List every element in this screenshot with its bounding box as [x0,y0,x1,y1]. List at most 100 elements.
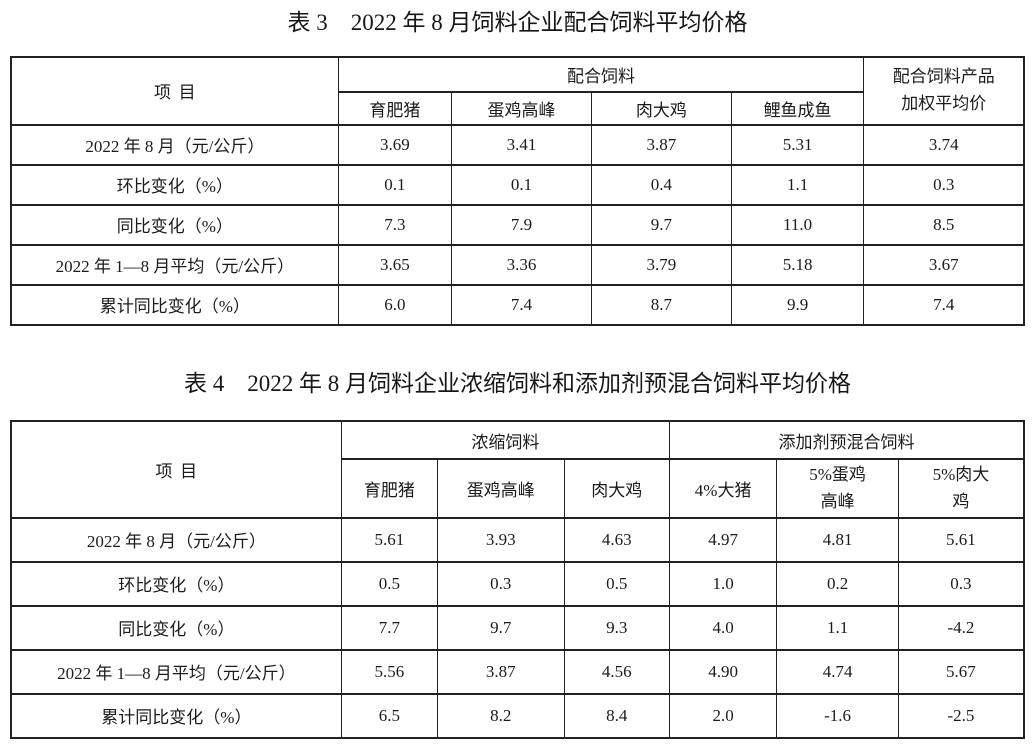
table3-cell: 7.4 [451,283,592,326]
table3-cell: 8.5 [863,203,1025,246]
table3-cell: 9.9 [730,283,865,326]
table4-cell: 4.63 [563,516,670,563]
table4-cell: -1.6 [776,692,899,739]
table4-cell: 0.5 [563,560,670,607]
header-line: 加权平均价 [901,93,987,113]
table4-row-label: 环比变化（%） [10,560,342,607]
table3-header-item: 项目 [10,55,339,126]
table4-cell: 4.74 [776,648,899,695]
table4-col-header-5pct-broiler: 5%肉大 鸡 [897,458,1025,519]
table3-cell: 3.79 [590,243,732,286]
table3-cell: 5.18 [730,243,865,286]
table3-cell: 11.0 [730,203,865,246]
table4-cell: 8.4 [563,692,670,739]
table3-cell: 6.0 [337,283,453,326]
table-row: 同比变化（%） 7.3 7.9 9.7 11.0 8.5 [10,203,1025,246]
table4-row-label: 2022 年 8 月（元/公斤） [10,516,342,563]
table-row: 2022 年 8 月（元/公斤） 3.69 3.41 3.87 5.31 3.7… [10,123,1025,166]
table-row: 同比变化（%） 7.7 9.7 9.3 4.0 1.1 -4.2 [10,604,1025,651]
table4-col-header-4pct-pig: 4%大猪 [668,458,778,519]
table3-cell: 0.1 [451,163,592,206]
table4-header-group-additive-premix: 添加剂预混合饲料 [668,420,1025,461]
table3-col-header-laying-hen-peak: 蛋鸡高峰 [451,90,592,126]
table3-cell: 3.69 [337,123,453,166]
table3-col-header-broiler: 肉大鸡 [590,90,732,126]
table3-cell: 3.36 [451,243,592,286]
table3-row-label: 2022 年 8 月（元/公斤） [10,123,339,166]
table-row: 2022 年 1—8 月平均（元/公斤） 3.65 3.36 3.79 5.18… [10,243,1025,286]
table3-cell: 3.65 [337,243,453,286]
table3-cell: 3.41 [451,123,592,166]
table-row: 累计同比变化（%） 6.5 8.2 8.4 2.0 -1.6 -2.5 [10,692,1025,739]
table3-row-label: 累计同比变化（%） [10,283,339,326]
table3-row-label: 环比变化（%） [10,163,339,206]
table4-cell: 2.0 [668,692,778,739]
table-row: 2022 年 8 月（元/公斤） 5.61 3.93 4.63 4.97 4.8… [10,516,1025,563]
table4-concentrate-premix-price-table: 项目 浓缩饲料 添加剂预混合饲料 育肥猪 蛋鸡高峰 肉大鸡 4%大猪 5%蛋鸡 … [10,420,1025,739]
table3-col-header-fattening-pig: 育肥猪 [337,90,453,126]
table4-col-header-5pct-laying-hen: 5%蛋鸡 高峰 [776,458,899,519]
table4-header-group-concentrate-feed: 浓缩饲料 [340,420,670,461]
table4-row-label: 同比变化（%） [10,604,342,651]
table3-compound-feed-price-table: 项目 配合饲料 配合饲料产品 加权平均价 育肥猪 蛋鸡高峰 肉大鸡 鲤鱼成鱼 2… [10,55,1025,326]
table4-col-header-laying-hen-peak: 蛋鸡高峰 [436,458,565,519]
table3-cell: 3.74 [863,123,1025,166]
table4-cell: 0.3 [897,560,1025,607]
table4-cell: 7.7 [340,604,438,651]
table3-cell: 5.31 [730,123,865,166]
table3-cell: 7.4 [863,283,1025,326]
table4-cell: 4.81 [776,516,899,563]
table4-col-header-broiler: 肉大鸡 [563,458,670,519]
table3-cell: 9.7 [590,203,732,246]
table4-header-item: 项目 [10,420,342,519]
table3-header-group-compound-feed: 配合饲料 [337,55,865,93]
header-line: 鸡 [952,491,970,511]
table3-cell: 7.3 [337,203,453,246]
table3-cell: 3.87 [590,123,732,166]
table4-row-label: 累计同比变化（%） [10,692,342,739]
table3-cell: 0.1 [337,163,453,206]
table4-cell: -4.2 [897,604,1025,651]
table-row: 环比变化（%） 0.1 0.1 0.4 1.1 0.3 [10,163,1025,206]
table4-cell: 3.87 [436,648,565,695]
table3-cell: 8.7 [590,283,732,326]
table4-caption: 表 4 2022 年 8 月饲料企业浓缩饲料和添加剂预混合饲料平均价格 [184,370,851,396]
table4-cell: -2.5 [897,692,1025,739]
table3-cell: 1.1 [730,163,865,206]
table-row: 2022 年 1—8 月平均（元/公斤） 5.56 3.87 4.56 4.90… [10,648,1025,695]
table-row: 环比变化（%） 0.5 0.3 0.5 1.0 0.2 0.3 [10,560,1025,607]
table4-cell: 5.61 [897,516,1025,563]
table3-row-label: 同比变化（%） [10,203,339,246]
table3-row-label: 2022 年 1—8 月平均（元/公斤） [10,243,339,286]
table4-cell: 5.61 [340,516,438,563]
table4-col-header-fattening-pig: 育肥猪 [340,458,438,519]
header-line: 配合饲料产品 [892,67,995,87]
table4-row-label: 2022 年 1—8 月平均（元/公斤） [10,648,342,695]
table4-cell: 4.97 [668,516,778,563]
table4-cell: 4.90 [668,648,778,695]
header-line: 5%肉大 [932,465,990,485]
table4-cell: 1.1 [776,604,899,651]
table4-cell: 0.3 [436,560,565,607]
table4-cell: 4.0 [668,604,778,651]
table3-cell: 0.3 [863,163,1025,206]
table4-cell: 0.2 [776,560,899,607]
table4-cell: 9.7 [436,604,565,651]
table3-col-header-carp: 鲤鱼成鱼 [730,90,865,126]
table3-cell: 0.4 [590,163,732,206]
table3-caption: 表 3 2022 年 8 月饲料企业配合饲料平均价格 [287,10,748,35]
table4-cell: 6.5 [340,692,438,739]
header-line: 5%蛋鸡 [809,465,866,485]
table4-cell: 5.67 [897,648,1025,695]
table-row: 累计同比变化（%） 6.0 7.4 8.7 9.9 7.4 [10,283,1025,326]
table4-cell: 8.2 [436,692,565,739]
table4-cell: 9.3 [563,604,670,651]
table4-cell: 4.56 [563,648,670,695]
table3-header-weighted-average: 配合饲料产品 加权平均价 [863,55,1025,126]
table4-cell: 0.5 [340,560,438,607]
table3-cell: 7.9 [451,203,592,246]
table3-cell: 3.67 [863,243,1025,286]
table4-cell: 1.0 [668,560,778,607]
header-line: 高峰 [820,491,855,511]
table4-cell: 5.56 [340,648,438,695]
